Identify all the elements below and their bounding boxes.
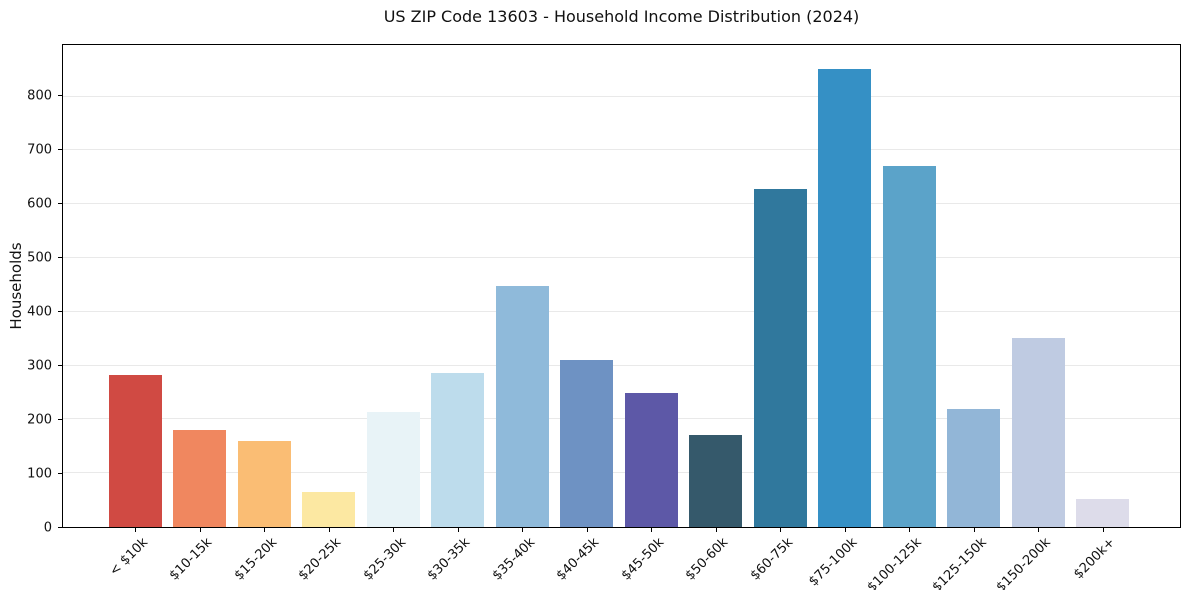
y-tick-label: 700 [27,142,52,158]
bar-column: $15-20k [231,45,297,583]
y-tick-label: 300 [27,358,52,374]
x-tick-label: $20-25k [295,535,345,584]
bar-column: $100-125k [865,45,942,590]
bar-column: < $10k [103,45,168,579]
gridline [63,310,1180,312]
bar-column: $200k+ [1071,45,1136,582]
y-tick-mark [58,310,62,312]
bar [753,189,807,527]
bar [947,408,1001,527]
x-tick-label: $15-20k [231,535,280,584]
bar-column: $25-30k [360,45,426,583]
gridline [63,149,1180,151]
y-tick-label: 800 [27,88,52,104]
bar [366,412,420,527]
bar [108,374,162,527]
bar [624,393,678,527]
y-tick-mark [58,202,62,204]
y-tick-mark [58,148,62,150]
gridline [63,203,1180,205]
y-tick-mark [58,527,62,528]
x-tick-label: $50-60k [682,535,732,584]
bar-column: $10-15k [167,45,233,583]
y-tick-mark [58,364,62,366]
y-tick-mark [58,256,62,258]
bar [302,491,356,527]
bar-column: $40-45k [554,45,620,583]
gridline [63,364,1180,366]
y-tick-label: 0 [43,520,52,536]
bar-column: $75-100k [806,45,878,589]
y-tick-mark [58,418,62,420]
x-tick-label: $200k+ [1071,535,1119,583]
x-tick-label: $25-30k [360,535,409,584]
bar-column: $45-50k [618,45,684,583]
bar-column: $35-40k [489,45,555,583]
bar-column: $20-25k [296,45,362,583]
bar [431,372,485,527]
bar-column: $50-60k [683,45,749,583]
y-tick-label: 200 [27,412,52,428]
y-axis: 0 100 200 300 400 500 600 700 800 [0,44,62,536]
x-tick-label: $45-50k [618,535,667,584]
bar [1076,499,1130,527]
bar [173,429,227,527]
bar-column: $30-35k [425,45,491,583]
bar [237,441,291,527]
y-tick-mark [58,94,62,96]
x-tick-label: $10-15k [166,535,216,584]
y-tick-label: 600 [27,196,52,212]
bar-column: $60-75k [747,45,813,583]
x-tick-label: $150-200k [993,535,1054,590]
bar [495,286,549,527]
bar-column: $150-200k [994,45,1071,590]
x-tick-label: $100-125k [864,535,925,590]
gridline [63,472,1180,474]
y-tick-mark [58,472,62,474]
y-tick-label: 100 [27,466,52,482]
bar-column: $125-150k [929,45,1007,590]
bar [882,165,936,527]
bar [1011,337,1065,527]
bar [560,359,614,527]
x-tick-label: $40-45k [553,535,603,584]
gridline [63,95,1180,97]
x-tick-label: < $10k [106,535,151,580]
bars-container: < $10k $10-15k $15-20k $20-25k $25-30k $30-35… [63,45,1180,590]
x-tick-label: $35-40k [489,535,538,584]
bar [689,435,743,527]
bar [818,68,872,527]
gridline [63,257,1180,259]
y-tick-label: 400 [27,304,52,320]
y-tick-label: 500 [27,250,52,266]
chart-title: US ZIP Code 13603 - Household Income Dis… [383,7,860,26]
x-tick-label: $75-100k [806,535,861,590]
x-tick-label: $125-150k [929,535,990,590]
gridline [63,418,1180,420]
plot-area: < $10k $10-15k $15-20k $20-25k $25-30k $30-35… [62,44,1181,590]
x-tick-label: $30-35k [424,535,474,584]
x-tick-label: $60-75k [747,535,796,584]
